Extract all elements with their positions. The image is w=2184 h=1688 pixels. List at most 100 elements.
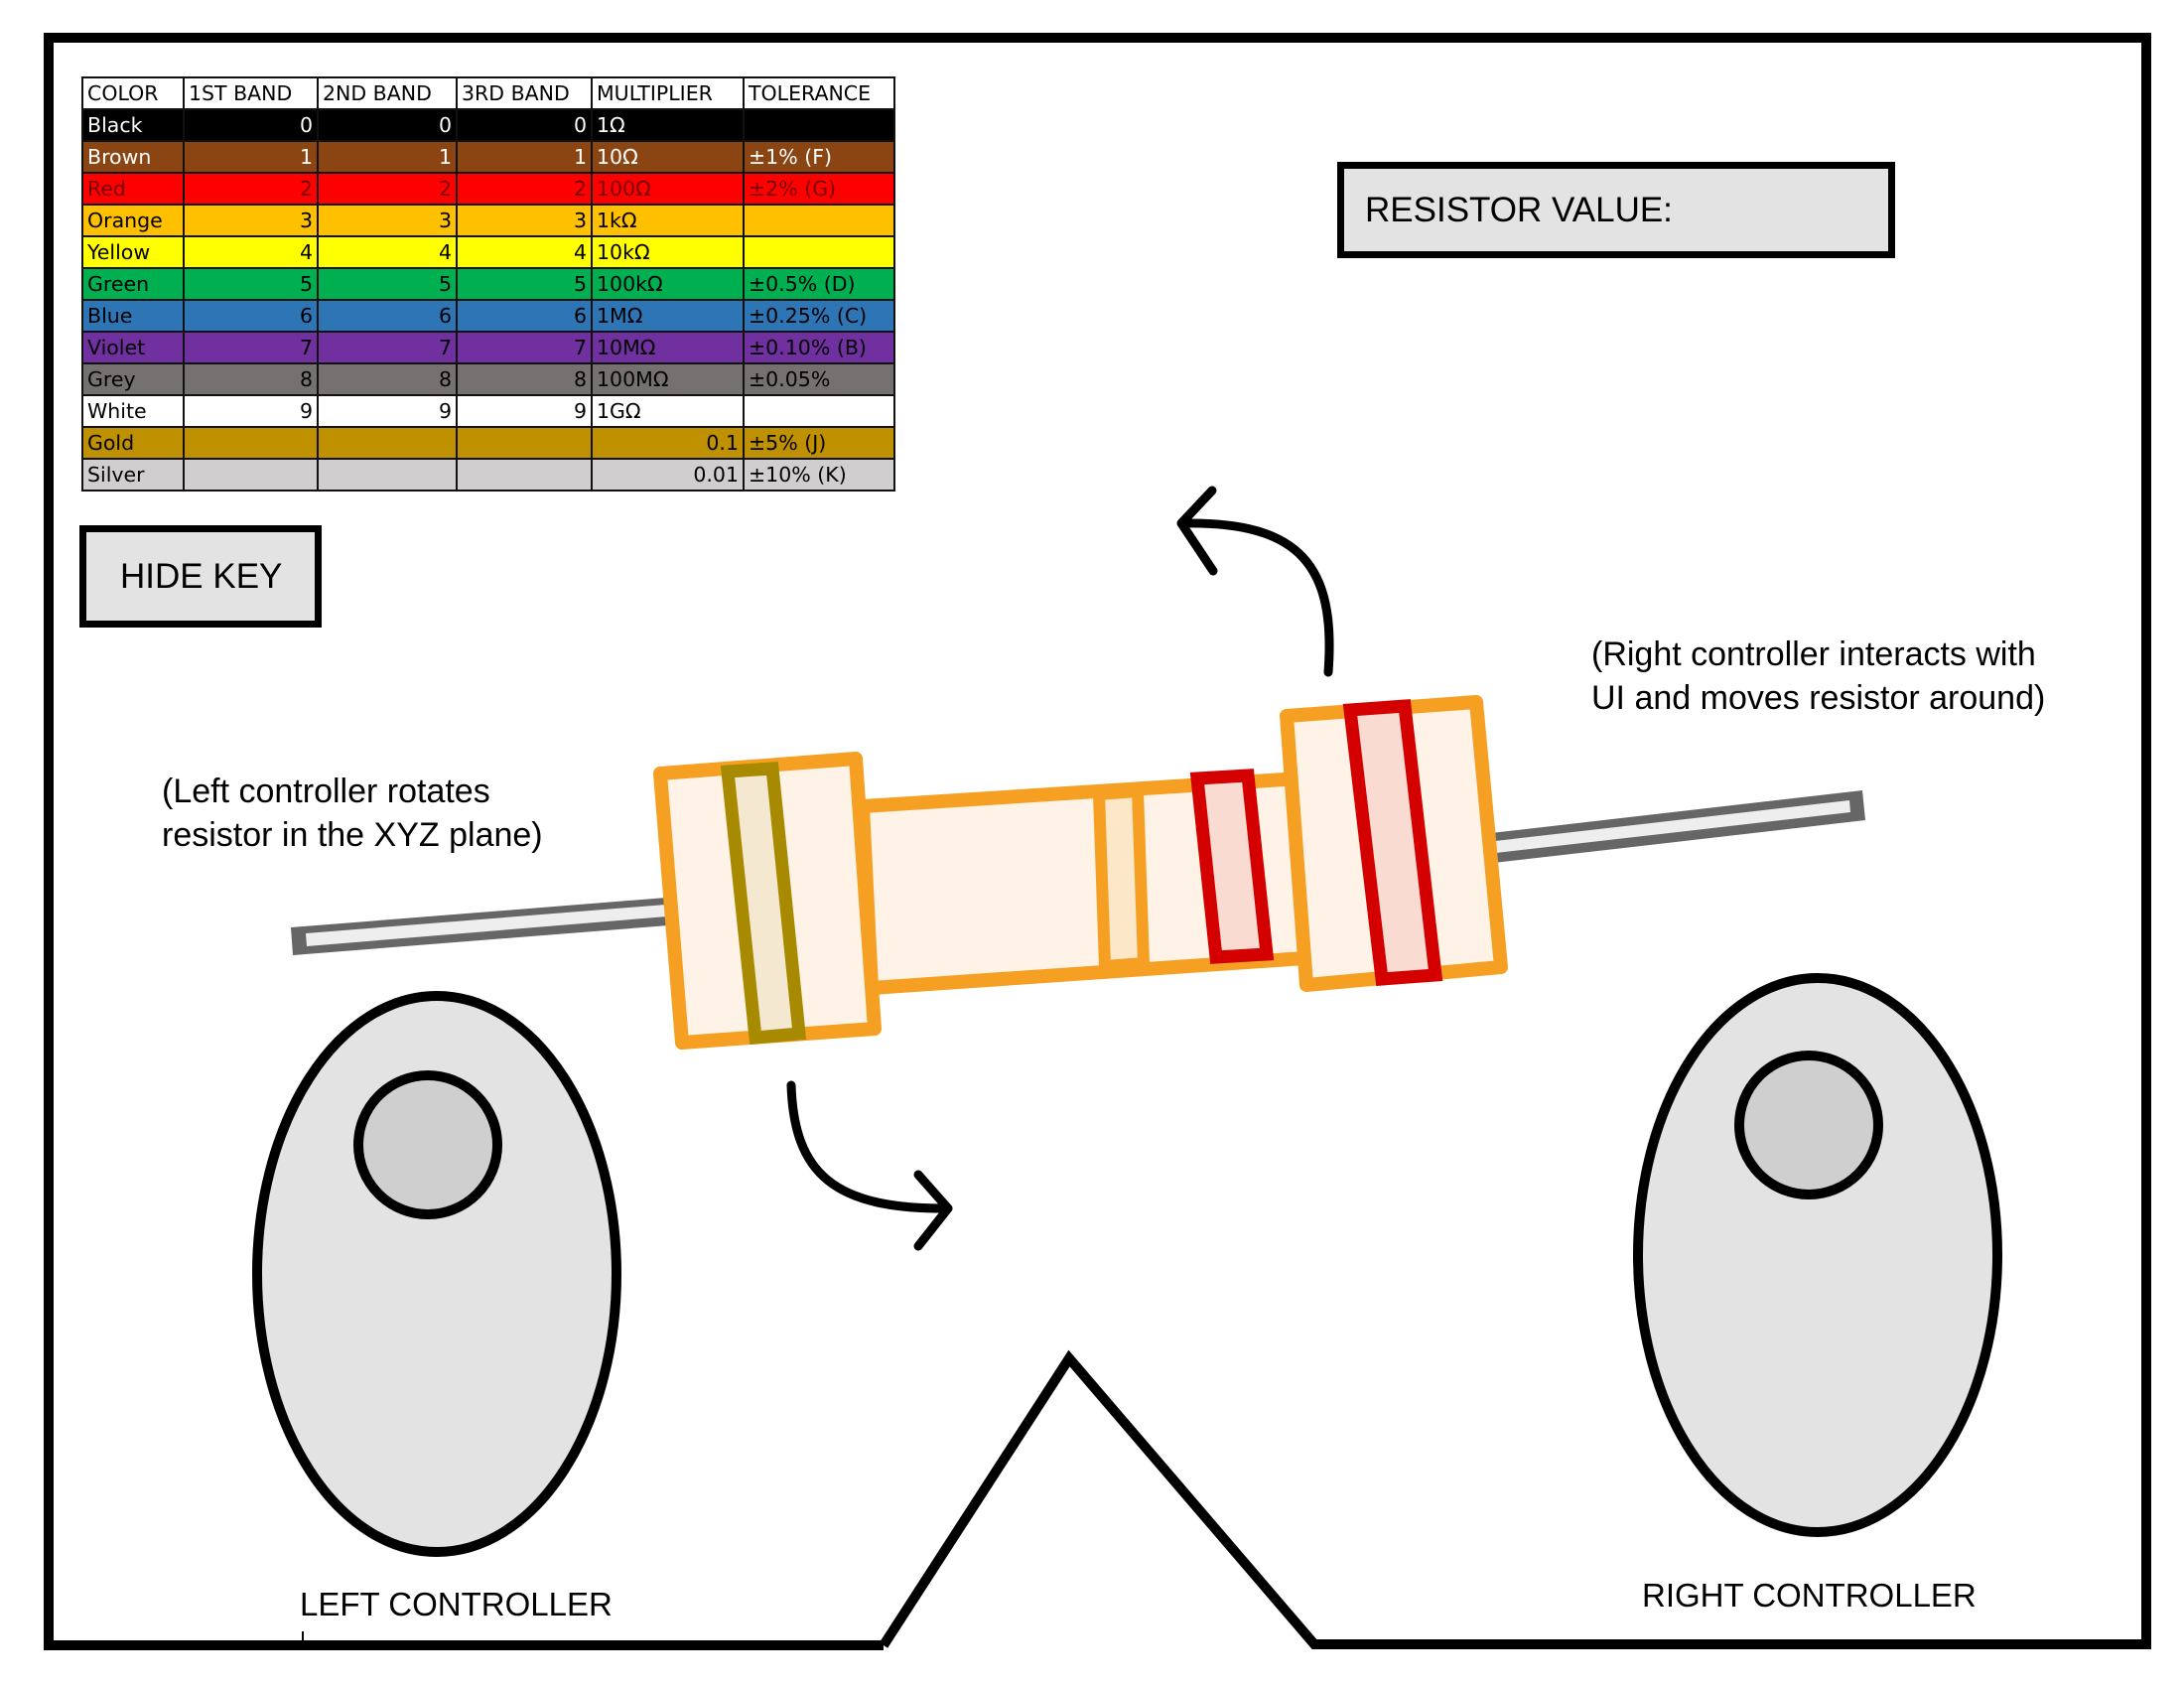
key-cell-color: Silver xyxy=(81,458,185,492)
key-cell-band1: 0 xyxy=(183,108,319,142)
key-cell-band3: 7 xyxy=(456,331,593,364)
left-controller-label: LEFT CONTROLLER xyxy=(300,1586,613,1622)
resistor-right-lead xyxy=(1482,790,1865,864)
key-row-yellow: Yellow 4 4 4 10kΩ xyxy=(81,235,895,269)
key-cell-band3 xyxy=(456,426,593,460)
key-cell-color: Orange xyxy=(81,204,185,237)
left-controller-note: (Left controller rotates resistor in the… xyxy=(162,770,543,857)
key-cell-multiplier: 1GΩ xyxy=(591,394,745,428)
key-cell-multiplier: 1kΩ xyxy=(591,204,745,237)
key-cell-band2 xyxy=(317,426,458,460)
header-band3: 3RD BAND xyxy=(456,76,593,110)
note-line: (Right controller interacts with xyxy=(1591,635,2036,673)
key-row-violet: Violet 7 7 7 10MΩ ±0.10% (B) xyxy=(81,331,895,364)
resistor[interactable] xyxy=(291,695,1865,1050)
header-tolerance: TOLERANCE xyxy=(743,76,895,110)
key-cell-band3: 8 xyxy=(456,362,593,396)
resistor-value-label: RESISTOR VALUE: xyxy=(1365,190,1673,229)
key-cell-band2: 9 xyxy=(317,394,458,428)
key-cell-multiplier: 10Ω xyxy=(591,140,745,174)
key-cell-color: Blue xyxy=(81,299,185,333)
key-cell-tolerance: ±10% (K) xyxy=(743,458,895,492)
key-cell-band2: 3 xyxy=(317,204,458,237)
right-controller-icon xyxy=(1633,973,2002,1537)
key-cell-color: Brown xyxy=(81,140,185,174)
key-cell-tolerance: ±5% (J) xyxy=(743,426,895,460)
key-cell-band1: 1 xyxy=(183,140,319,174)
rotate-arrow-down-icon xyxy=(786,1080,953,1251)
key-row-green: Green 5 5 5 100kΩ ±0.5% (D) xyxy=(81,267,895,301)
resistor-color-key: COLOR 1ST BAND 2ND BAND 3RD BAND MULTIPL… xyxy=(81,76,895,492)
key-cell-band3: 5 xyxy=(456,267,593,301)
key-cell-tolerance xyxy=(743,204,895,237)
key-row-silver: Silver 0.01 ±10% (K) xyxy=(81,458,895,492)
key-row-orange: Orange 3 3 3 1kΩ xyxy=(81,204,895,237)
key-cell-tolerance: ±0.10% (B) xyxy=(743,331,895,364)
key-cell-tolerance: ±0.25% (C) xyxy=(743,299,895,333)
rotate-arrow-up-icon xyxy=(1176,486,1334,677)
header-multiplier: MULTIPLIER xyxy=(591,76,745,110)
key-row-white: White 9 9 9 1GΩ xyxy=(81,394,895,428)
key-cell-band1: 9 xyxy=(183,394,319,428)
key-cell-multiplier: 1Ω xyxy=(591,108,745,142)
header-band1: 1ST BAND xyxy=(183,76,319,110)
hide-key-label: HIDE KEY xyxy=(120,556,283,596)
key-cell-multiplier: 0.01 xyxy=(591,458,745,492)
right-controller-label: RIGHT CONTROLLER xyxy=(1642,1577,1977,1614)
key-cell-band2: 4 xyxy=(317,235,458,269)
key-cell-band1: 4 xyxy=(183,235,319,269)
frame-outline xyxy=(44,33,2151,1650)
key-cell-tolerance: ±0.05% xyxy=(743,362,895,396)
key-cell-band1: 6 xyxy=(183,299,319,333)
key-cell-band2: 0 xyxy=(317,108,458,142)
key-cell-tolerance xyxy=(743,108,895,142)
key-cell-band2: 5 xyxy=(317,267,458,301)
key-cell-multiplier: 100kΩ xyxy=(591,267,745,301)
key-cell-band1: 8 xyxy=(183,362,319,396)
key-header-row: COLOR 1ST BAND 2ND BAND 3RD BAND MULTIPL… xyxy=(81,76,895,110)
key-cell-band3: 2 xyxy=(456,172,593,206)
key-cell-band1 xyxy=(183,426,319,460)
key-cell-band3: 9 xyxy=(456,394,593,428)
key-row-red: Red 2 2 2 100Ω ±2% (G) xyxy=(81,172,895,206)
key-cell-multiplier: 100MΩ xyxy=(591,362,745,396)
left-controller-icon xyxy=(252,991,621,1557)
hide-key-button[interactable]: HIDE KEY xyxy=(79,525,322,628)
key-cell-color: Gold xyxy=(81,426,185,460)
resistor-band-red-large xyxy=(1342,699,1443,986)
key-row-gold: Gold 0.1 ±5% (J) xyxy=(81,426,895,460)
key-cell-band3 xyxy=(456,458,593,492)
note-line: resistor in the XYZ plane) xyxy=(162,816,543,854)
key-cell-color: Grey xyxy=(81,362,185,396)
key-cell-tolerance xyxy=(743,394,895,428)
resistor-value-display: RESISTOR VALUE: xyxy=(1337,162,1895,258)
key-cell-color: Black xyxy=(81,108,185,142)
key-cell-band3: 6 xyxy=(456,299,593,333)
key-row-grey: Grey 8 8 8 100MΩ ±0.05% xyxy=(81,362,895,396)
key-cell-tolerance: ±2% (G) xyxy=(743,172,895,206)
header-band2: 2ND BAND xyxy=(317,76,458,110)
key-cell-band1: 2 xyxy=(183,172,319,206)
key-cell-band2: 2 xyxy=(317,172,458,206)
key-cell-band2: 1 xyxy=(317,140,458,174)
key-cell-color: White xyxy=(81,394,185,428)
key-cell-band1: 5 xyxy=(183,267,319,301)
resistor-left-lead xyxy=(291,897,681,955)
header-color: COLOR xyxy=(81,76,185,110)
key-cell-multiplier: 10kΩ xyxy=(591,235,745,269)
key-cell-color: Violet xyxy=(81,331,185,364)
key-cell-band2: 6 xyxy=(317,299,458,333)
key-cell-color: Yellow xyxy=(81,235,185,269)
key-cell-multiplier: 0.1 xyxy=(591,426,745,460)
key-cell-band3: 1 xyxy=(456,140,593,174)
note-line: UI and moves resistor around) xyxy=(1591,679,2046,717)
key-row-black: Black 0 0 0 1Ω xyxy=(81,108,895,142)
key-row-blue: Blue 6 6 6 1MΩ ±0.25% (C) xyxy=(81,299,895,333)
key-cell-multiplier: 10MΩ xyxy=(591,331,745,364)
key-cell-band1: 3 xyxy=(183,204,319,237)
resistor-band-orange xyxy=(1092,784,1151,973)
note-line: (Left controller rotates xyxy=(162,773,490,810)
resistor-band-red-middle xyxy=(1189,769,1275,964)
key-cell-color: Red xyxy=(81,172,185,206)
